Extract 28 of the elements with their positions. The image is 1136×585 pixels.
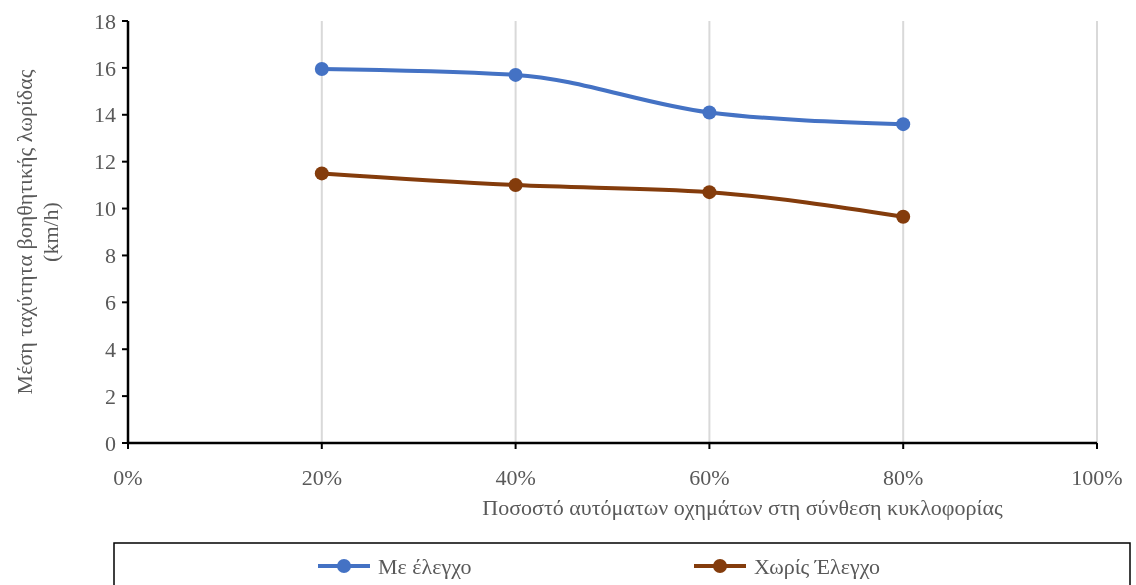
x-tick-label: 100% bbox=[1071, 465, 1123, 490]
y-tick-label: 14 bbox=[94, 102, 116, 128]
point bbox=[314, 62, 329, 77]
y-tick-label: 6 bbox=[105, 290, 116, 316]
x-tick-label: 80% bbox=[883, 465, 924, 490]
point bbox=[702, 185, 717, 200]
y-tick-label: 0 bbox=[105, 430, 116, 456]
point bbox=[508, 178, 523, 193]
x-tick-label: 60% bbox=[689, 465, 730, 490]
point bbox=[702, 105, 717, 120]
y-tick-label: 12 bbox=[94, 149, 116, 175]
point bbox=[896, 117, 911, 132]
y-tick-label: 16 bbox=[94, 55, 116, 81]
y-tick-label: 2 bbox=[105, 383, 116, 409]
y-axis-title: Μέση ταχύτητα βοηθητικής λωρίδας (km/h) bbox=[12, 69, 63, 395]
x-tick-label: 0% bbox=[113, 465, 143, 490]
point bbox=[508, 67, 523, 82]
y-tick-label: 4 bbox=[105, 336, 116, 362]
y-tick-label: 10 bbox=[94, 196, 116, 222]
y-tick-label: 8 bbox=[105, 243, 116, 269]
point bbox=[896, 209, 911, 224]
point bbox=[314, 166, 329, 181]
legend-label: Χωρίς Έλεγχο bbox=[754, 553, 880, 579]
y-tick-label: 18 bbox=[94, 8, 116, 34]
legend-label: Με έλεγχο bbox=[378, 553, 472, 579]
x-axis-title: Ποσοστό αυτόματων οχημάτων στη σύνθεση κυκλοφορίας bbox=[482, 495, 1003, 520]
x-tick-label: 40% bbox=[495, 465, 536, 490]
x-tick-label: 20% bbox=[301, 465, 342, 490]
